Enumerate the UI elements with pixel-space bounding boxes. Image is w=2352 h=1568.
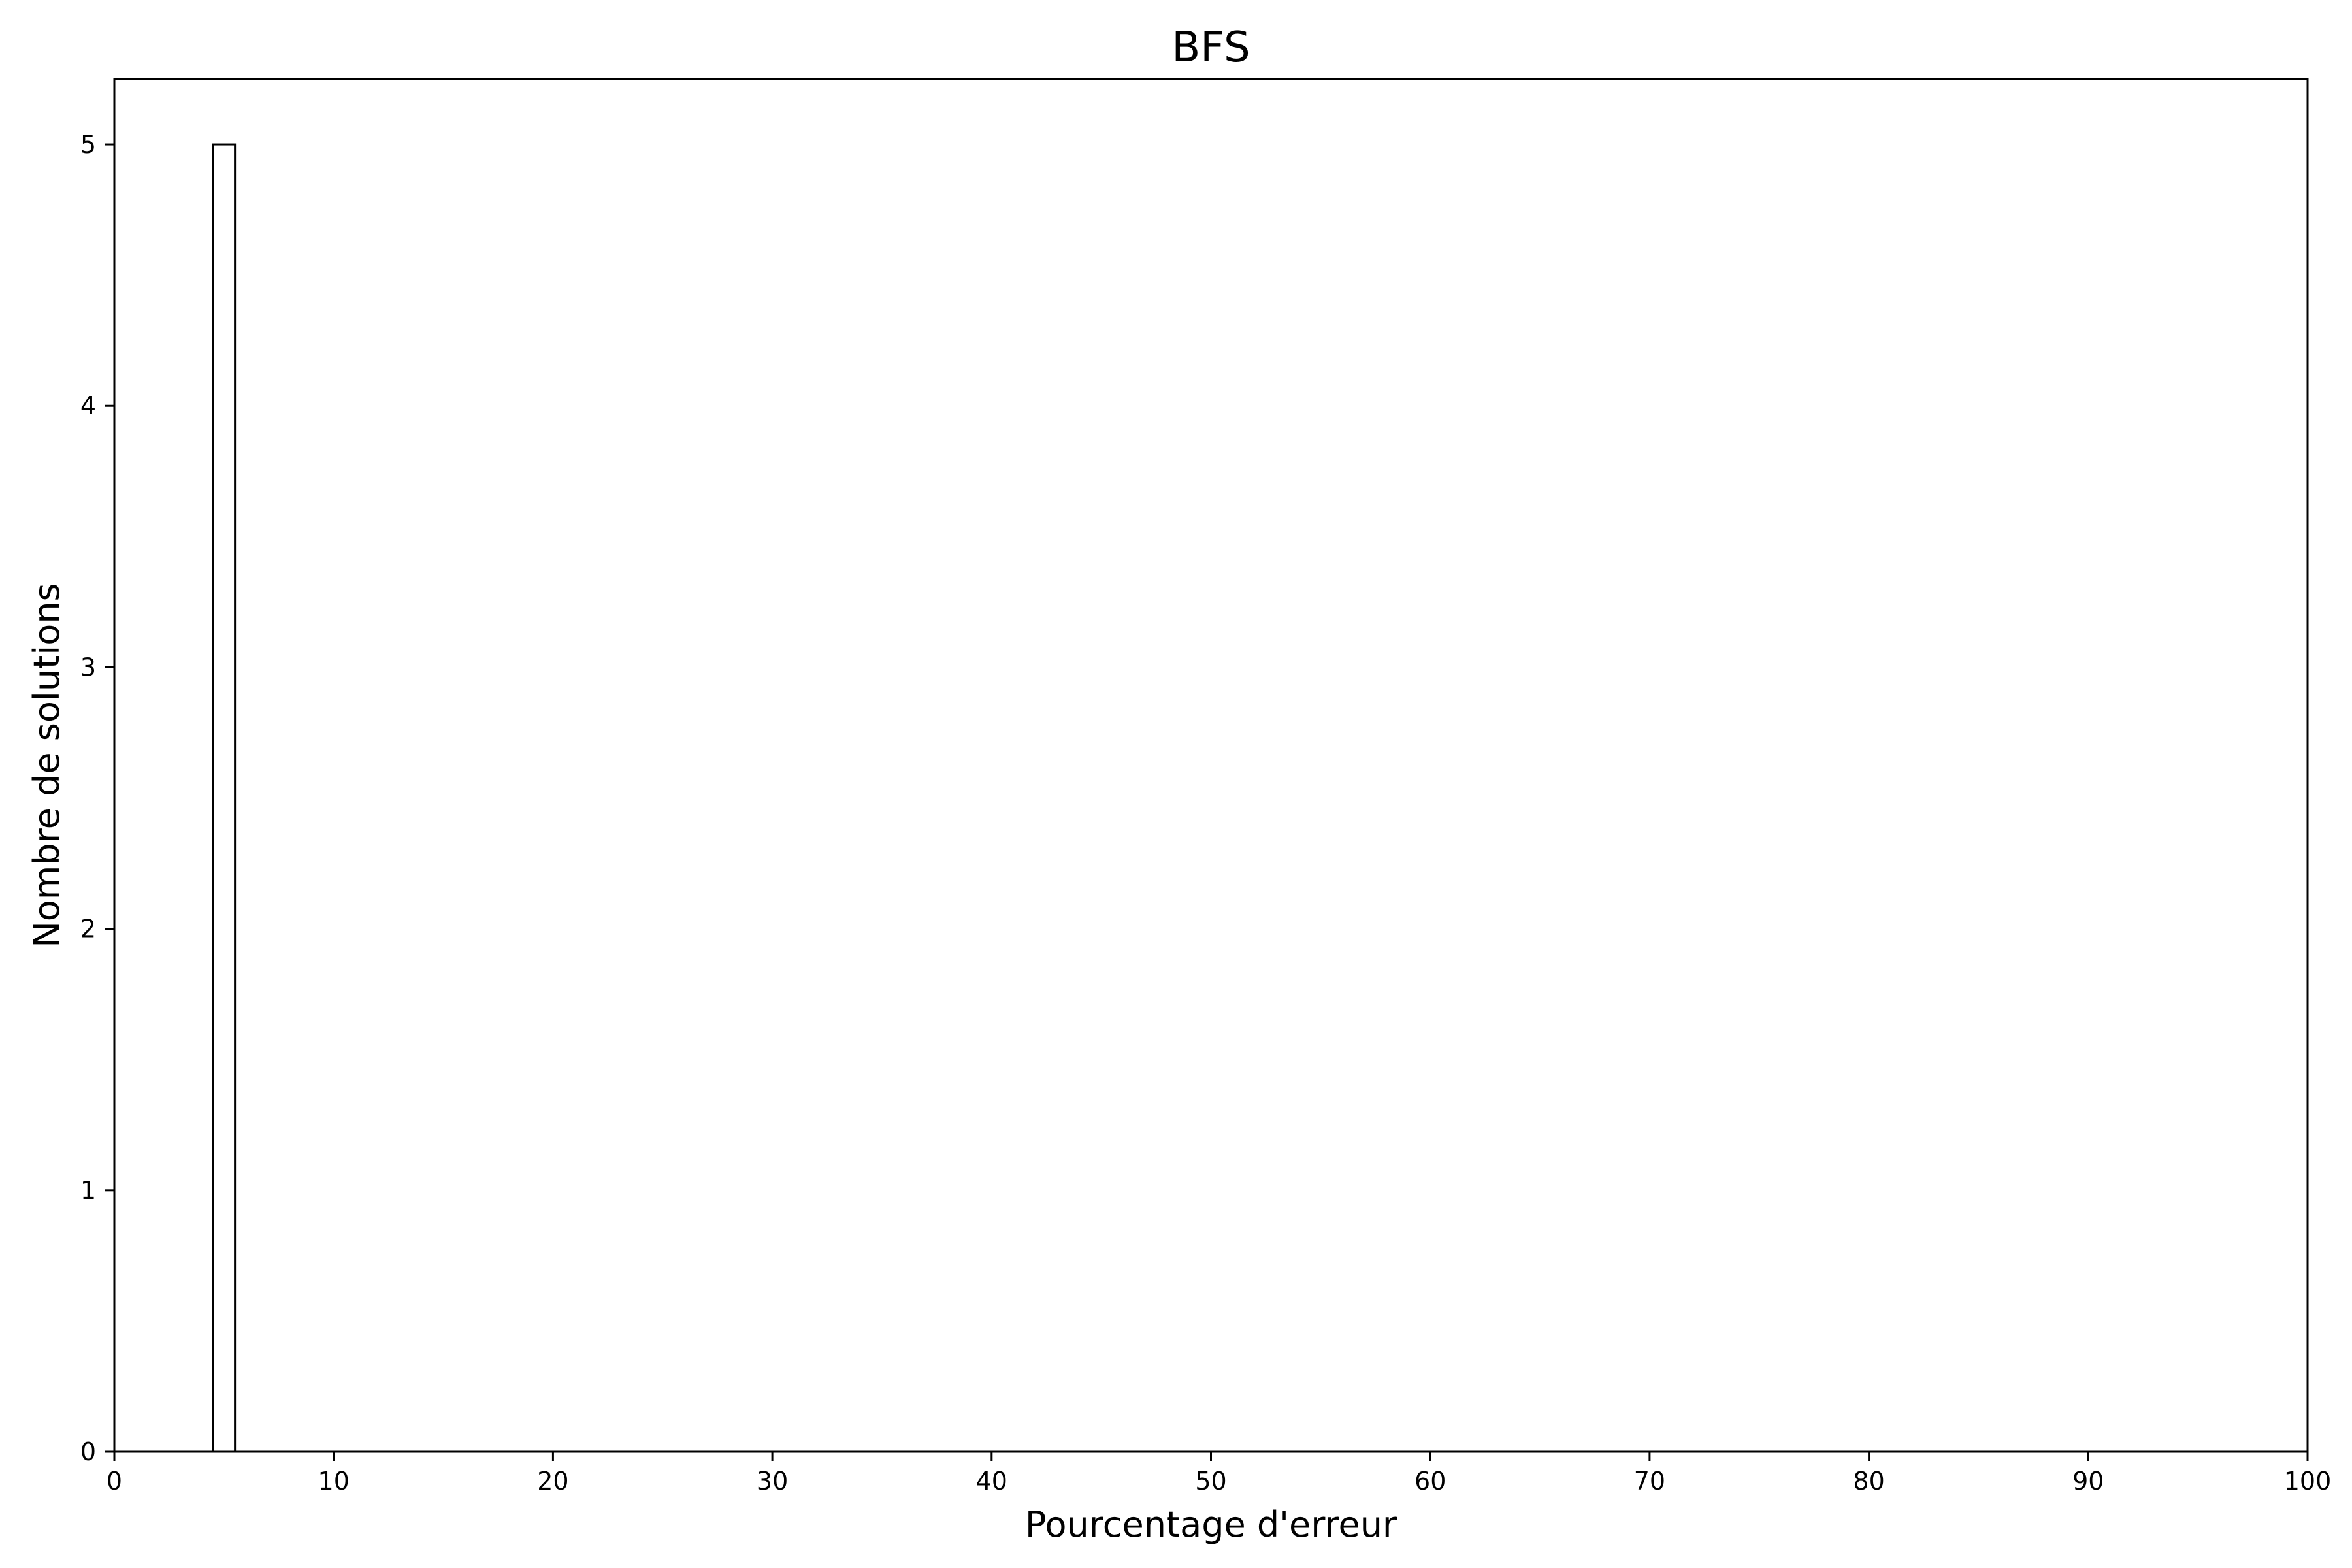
x-tick-label: 90 xyxy=(2072,1467,2104,1495)
y-tick-label: 3 xyxy=(80,653,96,681)
x-tick-label: 40 xyxy=(976,1467,1007,1495)
chart-title: BFS xyxy=(1171,24,1250,72)
x-tick-label: 20 xyxy=(537,1467,568,1495)
y-axis-label: Nombre de solutions xyxy=(26,583,67,947)
x-tick-label: 100 xyxy=(2284,1467,2332,1495)
x-axis-label: Pourcentage d'erreur xyxy=(1025,1504,1397,1545)
x-tick-label: 60 xyxy=(1414,1467,1446,1495)
y-tick-label: 4 xyxy=(80,391,96,420)
x-tick-label: 0 xyxy=(106,1467,122,1495)
y-tick-label: 0 xyxy=(80,1437,96,1466)
x-tick-label: 30 xyxy=(757,1467,788,1495)
x-tick-label: 50 xyxy=(1195,1467,1226,1495)
x-axis-ticks: 0 10 20 30 40 50 60 70 80 90 100 xyxy=(106,1452,2331,1495)
y-axis-ticks: 0 1 2 3 4 5 xyxy=(80,130,114,1466)
y-tick-label: 2 xyxy=(80,915,96,943)
histogram-bar-0 xyxy=(212,143,237,1453)
bars-layer xyxy=(212,143,237,1453)
y-tick-label: 1 xyxy=(80,1176,96,1205)
y-tick-label: 5 xyxy=(80,130,96,159)
x-tick-label: 10 xyxy=(318,1467,350,1495)
x-tick-label: 80 xyxy=(1853,1467,1884,1495)
x-tick-label: 70 xyxy=(1634,1467,1665,1495)
